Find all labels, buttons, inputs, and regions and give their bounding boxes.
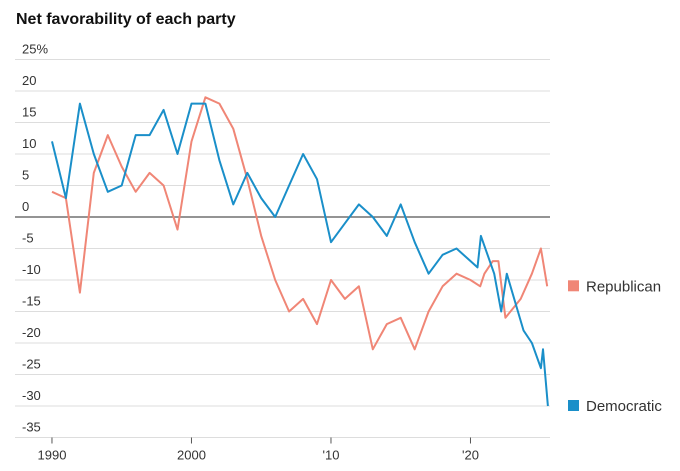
y-tick-label: -15 xyxy=(22,294,41,309)
legend-label: Democratic xyxy=(586,398,662,415)
y-tick-label: 5 xyxy=(22,168,29,183)
y-tick-label: -20 xyxy=(22,325,41,340)
y-tick-label: -10 xyxy=(22,262,41,277)
x-tick-label: 1990 xyxy=(38,448,67,463)
y-tick-label: -35 xyxy=(22,420,41,435)
x-tick-label: 2000 xyxy=(177,448,206,463)
y-tick-label: -5 xyxy=(22,231,34,246)
x-tick-label: '20 xyxy=(462,448,479,463)
y-tick-label: 20 xyxy=(22,73,36,88)
y-tick-label: 15 xyxy=(22,105,36,120)
y-tick-label: 0 xyxy=(22,199,29,214)
chart-title: Net favorability of each party xyxy=(16,11,236,28)
legend-label: Republican xyxy=(586,278,661,295)
y-tick-label: 25% xyxy=(22,42,48,57)
y-tick-label: -25 xyxy=(22,357,41,372)
line xyxy=(51,102,549,407)
y-tick-label: 10 xyxy=(22,136,36,151)
legend-swatch xyxy=(568,400,579,411)
y-tick-label: -30 xyxy=(22,388,41,403)
line xyxy=(51,96,549,351)
x-tick-label: '10 xyxy=(323,448,340,463)
legend-swatch xyxy=(568,280,579,292)
